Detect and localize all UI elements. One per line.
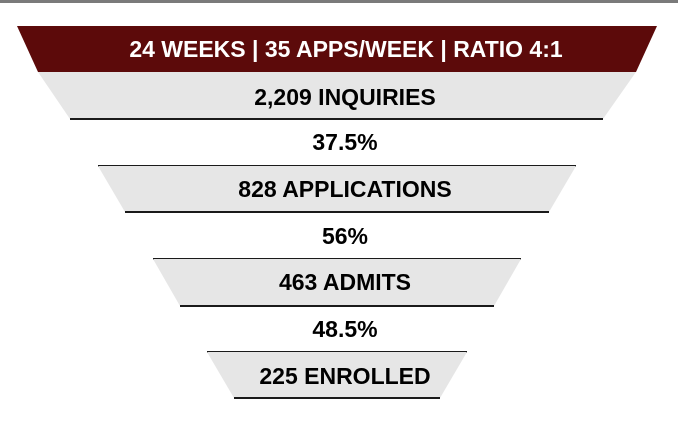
stage-label-inquiries: 2,209 INQUIRIES (254, 84, 436, 110)
stage-label-admits: 463 ADMITS (279, 269, 411, 295)
stage-label-applications: 828 APPLICATIONS (238, 176, 451, 202)
funnel-stage-applications (98, 166, 576, 212)
conversion-rate-2: 56% (322, 223, 368, 249)
stage-label-enrolled: 225 ENROLLED (259, 363, 430, 389)
conversion-rate-1: 37.5% (312, 129, 377, 155)
funnel-stage-admits (153, 259, 521, 306)
funnel-stage-inquiries (38, 72, 636, 119)
conversion-rate-3: 48.5% (312, 316, 377, 342)
funnel-header-band (17, 26, 657, 72)
funnel-header-text: 24 WEEKS | 35 APPS/WEEK | RATIO 4:1 (129, 36, 563, 62)
top-edge-strip (0, 0, 678, 3)
funnel-stage-enrolled (207, 352, 467, 398)
